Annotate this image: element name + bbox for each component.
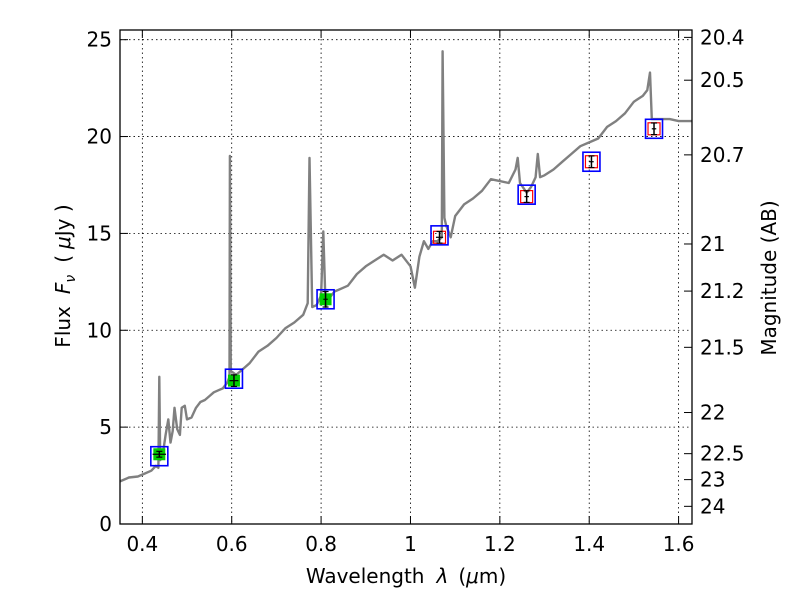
spectrum-line (119, 50, 692, 483)
right-tick-label: 20.4 (700, 25, 745, 49)
y-tick-label: 0 (99, 512, 112, 536)
y-axis-left: 0 5 10 15 20 25 (87, 28, 128, 536)
x-axis-title-unit-rest: m) (479, 564, 506, 588)
x-tick-label: 0.6 (216, 532, 248, 556)
model-point (644, 118, 664, 140)
right-tick-label: 21.2 (700, 279, 745, 303)
y-axis-title-unit-open: ( (51, 255, 75, 263)
y-axis-title-unit-rest: Jy ) (51, 204, 75, 238)
x-axis-title-unit-mu: μ (465, 564, 479, 588)
right-tick-label: 21.5 (700, 335, 745, 359)
x-tick-label: 0.4 (126, 532, 158, 556)
grid (120, 30, 692, 525)
model-point (430, 225, 449, 246)
right-tick-label: 20.7 (700, 143, 745, 167)
x-axis-title-prefix: Wavelength (306, 564, 425, 588)
x-axis: 0.4 0.6 0.8 1 1.2 1.4 1.6 (126, 30, 695, 556)
x-axis-title-symbol: λ (435, 564, 448, 588)
y-axis-title-prefix: Flux (51, 306, 75, 348)
right-tick-label: 20.5 (700, 68, 745, 92)
model-point (224, 368, 244, 390)
x-tick-label: 1.4 (573, 532, 605, 556)
y-tick-label: 25 (87, 28, 112, 52)
y-tick-label: 20 (87, 125, 112, 149)
photometry-markers (150, 118, 664, 467)
model-point (316, 288, 335, 310)
model-point (150, 445, 169, 467)
right-tick-label: 22.5 (700, 442, 745, 466)
x-tick-label: 1.6 (663, 532, 695, 556)
y-axis-title-symbol: F (51, 282, 75, 294)
y-axis-title: Flux Fν ( μJy ) (51, 204, 79, 347)
y-tick-label: 10 (87, 318, 112, 342)
plot-frame (119, 29, 693, 525)
y-axis-title-unit-mu: μ (51, 236, 75, 250)
x-tick-label: 0.8 (305, 532, 337, 556)
x-axis-title-unit-open: ( (458, 564, 466, 588)
y-axis-title-sub: ν (63, 275, 79, 283)
model-point (517, 184, 536, 205)
right-axis-title: Magnitude (AB) (757, 200, 781, 355)
model-point (582, 151, 601, 173)
right-tick-label: 22 (700, 401, 725, 425)
right-tick-label: 21 (700, 232, 725, 256)
y-tick-label: 15 (87, 221, 112, 245)
right-tick-label: 23 (700, 468, 725, 492)
right-tick-label: 24 (700, 494, 725, 518)
x-tick-label: 1 (404, 532, 417, 556)
spectrum-series (119, 50, 692, 483)
x-tick-label: 1.2 (484, 532, 516, 556)
x-axis-title: Wavelength λ (μm) (306, 564, 506, 588)
y-tick-label: 5 (99, 415, 112, 439)
